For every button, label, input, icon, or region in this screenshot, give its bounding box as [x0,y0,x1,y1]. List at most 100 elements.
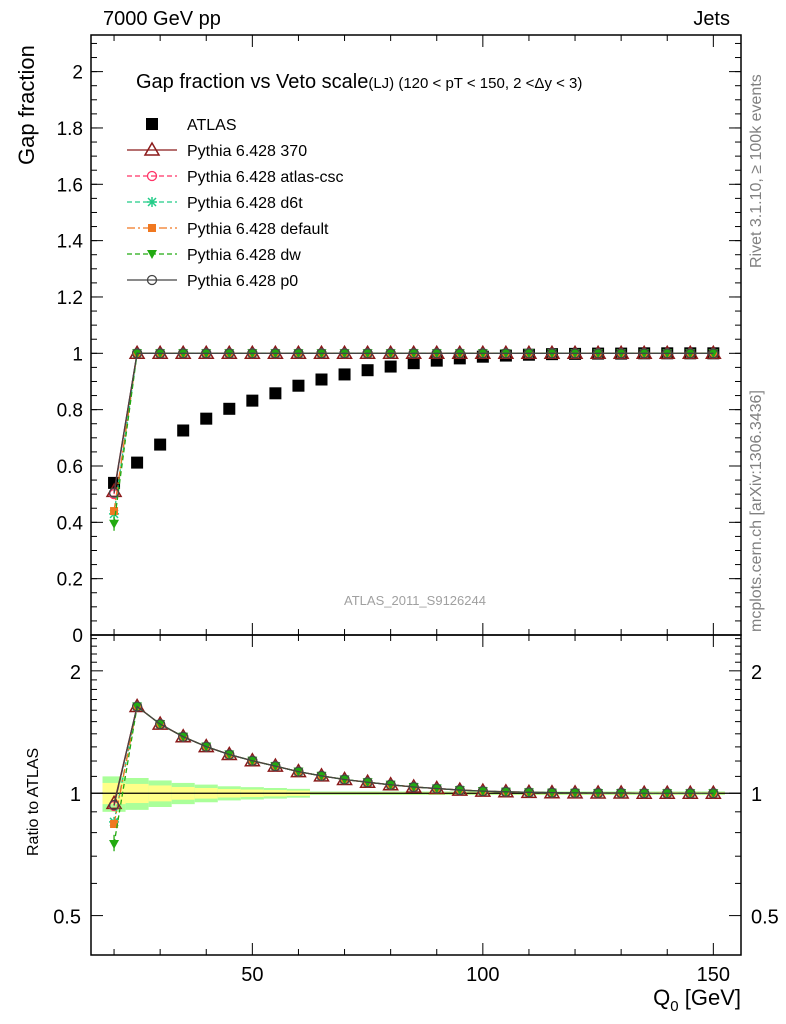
legend-marker-pythia-6-428-p0 [146,274,158,286]
legend-label-pythia-6-428-d6t: Pythia 6.428 d6t [187,195,303,212]
pythia-6-428-p0-point [108,487,120,498]
y-tick-label: 1 [72,344,83,365]
ratio-y-tick-label: 2 [70,662,81,684]
y-tick-label: 1.8 [57,119,83,140]
pythia-6-428-p0-point [154,348,166,359]
legend-label-pythia-6-428-dw: Pythia 6.428 dw [187,247,301,264]
pythia-6-428-p0-ratio-line [113,705,714,806]
x-axis-label: Q0 [GeV] [653,985,741,1015]
pythia-6-428-p0-point [569,348,581,359]
ratio-panel-data [105,698,722,852]
y-tick-label: 1.6 [57,175,83,196]
pythia-6-428-p0-ratio-point [385,779,396,790]
pythia-6-428-p0-ratio-point [293,766,304,777]
atlas-point [154,438,167,451]
atlas-point [246,394,259,407]
analysis-watermark: ATLAS_2011_S9126244 [344,593,486,608]
pythia-6-428-default-line [113,352,714,512]
pythia-6-428-p0-ratio-point [662,788,673,799]
pythia-6-428-dw-line [113,352,714,524]
pythia-6-428-p0-ratio-point [408,781,419,793]
pythia-6-428-p0-point [708,348,719,359]
atlas-point [269,387,282,400]
pythia-6-428-p0-point [431,348,442,359]
pythia-6-428-p0-line [113,352,714,493]
legend-label-pythia-6-428-atlas-csc: Pythia 6.428 atlas-csc [187,169,344,186]
pythia-6-428-p0-ratio-point [178,731,189,742]
legend-marker-pythia-6-428-d6t [147,197,157,207]
legend: ATLAS Pythia 6.428 370 Pythia 6.428 atlas-… [127,117,344,290]
y-tick-label: 0.8 [57,401,83,422]
y-tick-label: 0.6 [57,457,83,478]
pythia-6-428-p0-point [477,348,488,359]
atlas-point [292,379,305,392]
chart-title: Gap fraction vs Veto scale(LJ) (120 < pT… [136,71,582,93]
pythia-6-428-p0-point [131,348,143,359]
pythia-6-428-p0-ratio-point [546,787,558,798]
ratio-panel-axes: 0.5 0.5 1 1 2 2 50 100 150 Ratio to ATLAS Q0 [GeV] [25,635,779,1015]
pythia-6-428-p0-point [454,348,465,359]
pythia-6-428-p0-point [178,348,189,359]
pythia-6-428-p0-ratio-point [316,770,327,782]
pythia-6-428-p0-point [316,348,327,359]
ratio-y-tick-label-right: 2 [751,662,762,684]
header-left-label: 7000 GeV pp [103,8,221,30]
pythia-6-428-p0-ratio-point [362,777,373,788]
legend-label-atlas: ATLAS [187,117,237,134]
pythia-6-428-p0-ratio-point [500,786,512,797]
pythia-6-428-p0-ratio-point [339,774,350,785]
pythia-6-428-p0-ratio-point [569,787,581,799]
legend-marker-pythia-6-428-370 [143,141,161,156]
pythia-6-428-d6t-line [113,352,714,514]
pythia-6-428-p0-ratio-point [477,785,488,797]
ratio-y-tick-label-right: 0.5 [751,907,779,929]
pythia-6-428-p0-ratio-point [708,788,719,799]
legend-label-pythia-6-428-p0: Pythia 6.428 p0 [187,273,298,290]
ratio-y-tick-label: 0.5 [53,907,81,929]
pythia-6-428-p0-ratio-point [523,787,535,798]
atlas-point [177,424,190,437]
ratio-y-axis-label: Ratio to ATLAS [25,748,42,856]
legend-marker-pythia-6-428-dw [147,250,157,259]
x-tick-label: 50 [241,964,263,986]
y-tick-label: 2 [72,63,83,84]
y-tick-label: 1.2 [57,288,83,309]
pythia-6-428-p0-ratio-point [454,784,465,796]
ratio-y-tick-label-right: 1 [751,784,762,806]
pythia-6-428-p0-point [293,348,304,359]
top-y-axis-label: Gap fraction [14,45,39,165]
y-tick-label: 0 [72,626,83,647]
atlas-point [200,412,213,425]
pythia-6-428-p0-ratio-point [592,787,604,799]
pythia-6-428-p0-point [247,348,258,359]
pythia-6-428-p0-point [385,348,396,359]
pythia-6-428-p0-ratio-point [685,788,696,799]
pythia-6-428-p0-ratio-point [615,787,627,799]
pythia-6-428-p0-ratio-point [201,741,212,752]
pythia-6-428-p0-ratio-point [247,755,258,766]
pythia-6-428-p0-point [339,348,350,359]
y-tick-label: 0.4 [57,513,84,534]
star-stroke [147,197,157,207]
x-tick-label: 150 [697,964,730,986]
pythia-6-428-p0-point [592,348,604,359]
pythia-6-428-p0-point [546,348,558,359]
legend-label-pythia-6-428-370: Pythia 6.428 370 [187,143,307,160]
top-panel-data [105,344,722,531]
pythia-6-428-p0-point [224,348,235,359]
pythia-6-428-p0-ratio-point [270,760,281,772]
x-tick-label: 100 [466,964,499,986]
legend-marker-pythia-6-428-atlas-csc [146,170,158,182]
pythia-6-428-p0-point [639,348,650,359]
atlas-point [361,364,374,377]
top-panel-axes: 0 0.2 0.4 0.6 0.8 1 1.2 1.4 1.6 1.8 2 Gap fraction G… [14,35,741,647]
pythia-6-428-p0-point [408,348,419,359]
legend-marker-pythia-6-428-default [148,224,156,232]
ratio-panel-frame [90,634,742,956]
pythia-6-428-p0-point [523,348,535,359]
pythia-6-428-p0-point [662,348,673,359]
atlas-point [223,402,236,415]
pythia-6-428-p0-point [500,348,512,359]
atlas-point [384,360,397,373]
